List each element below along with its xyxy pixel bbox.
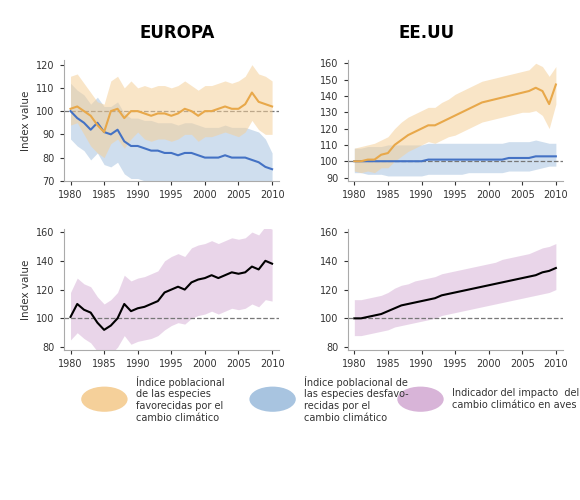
Ellipse shape xyxy=(249,386,296,412)
Text: Indicador del impacto  del
cambio climático en aves: Indicador del impacto del cambio climáti… xyxy=(452,388,579,410)
Text: Índice poblacional
de las especies
favorecidas por el
cambio climático: Índice poblacional de las especies favor… xyxy=(136,376,225,422)
Y-axis label: Index value: Index value xyxy=(21,260,31,320)
Text: EUROPA: EUROPA xyxy=(139,24,215,42)
Text: EE.UU: EE.UU xyxy=(398,24,454,42)
Ellipse shape xyxy=(81,386,128,412)
Y-axis label: Index value: Index value xyxy=(21,90,31,150)
Text: Índice poblacional de
las especies desfavo-
recidas por el
cambio climático: Índice poblacional de las especies desfa… xyxy=(304,376,409,422)
Ellipse shape xyxy=(397,386,444,412)
